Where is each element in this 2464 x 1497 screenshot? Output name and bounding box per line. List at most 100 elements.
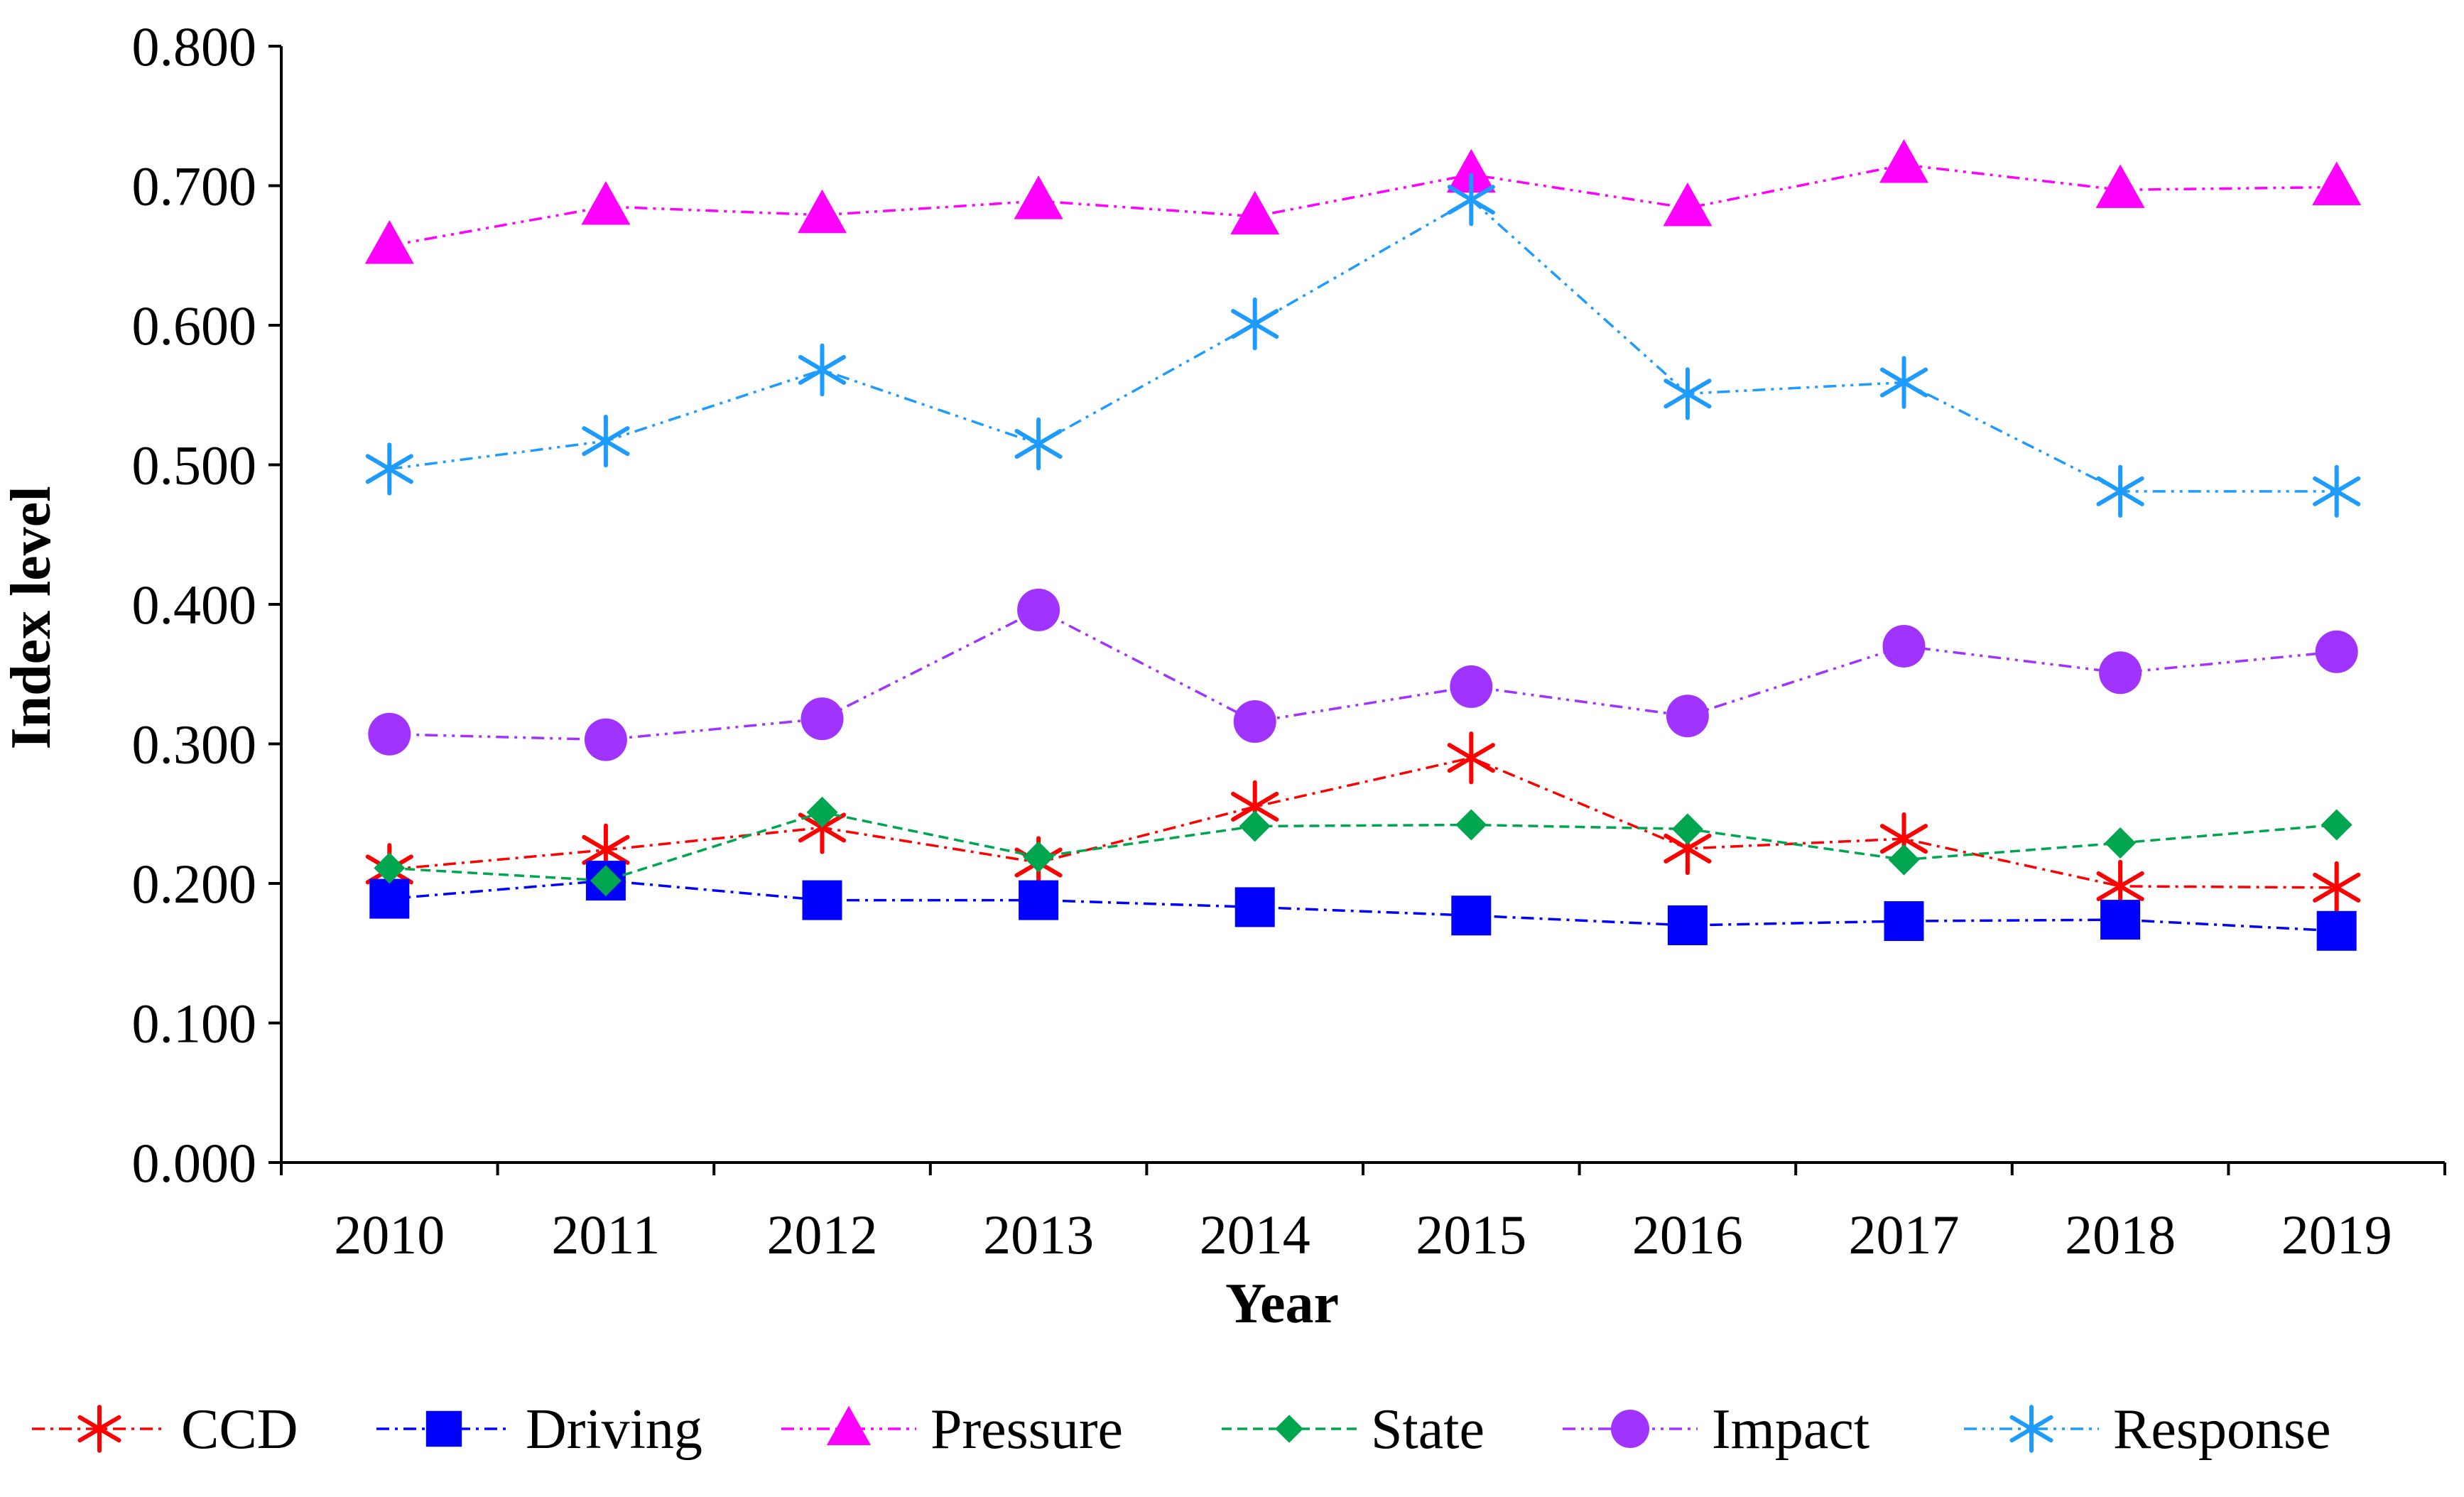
data-point-response <box>798 343 847 397</box>
series-line-response <box>389 198 2337 493</box>
data-point-response <box>1231 297 1279 351</box>
legend-item-state: State <box>1222 1398 1485 1461</box>
y-tick-label: 0.000 <box>132 1132 257 1194</box>
legend-label-ccd: CCD <box>181 1398 298 1461</box>
data-point-response <box>365 442 413 496</box>
data-point-pressure <box>1230 190 1280 235</box>
y-tick-label: 0.600 <box>132 295 257 356</box>
data-point-impact <box>368 712 411 756</box>
data-point-state <box>590 865 622 897</box>
legend-marker-state <box>1275 1415 1303 1443</box>
data-point-impact <box>2099 651 2142 695</box>
x-axis-title: Year <box>1225 1273 1339 1335</box>
data-point-state <box>1455 809 1487 841</box>
data-point-response <box>1014 417 1063 471</box>
data-point-state <box>806 796 838 828</box>
data-point-pressure <box>364 219 414 264</box>
data-point-driving <box>369 878 410 919</box>
data-point-driving <box>1019 880 1059 920</box>
data-point-state <box>2105 827 2137 859</box>
data-point-driving <box>1884 901 1924 942</box>
legend-item-response: Response <box>1964 1398 2331 1461</box>
series-line-ccd <box>389 756 2337 889</box>
y-tick-label: 0.300 <box>132 714 257 775</box>
legend-label-response: Response <box>2113 1398 2331 1461</box>
series-impact <box>368 588 2358 761</box>
x-tick-label: 2016 <box>1632 1204 1743 1265</box>
legend: CCD Driving Pressure State Impact Response <box>32 1398 2331 1461</box>
y-tick-label: 0.200 <box>132 853 257 915</box>
series-response <box>365 173 2361 518</box>
x-tick-label: 2015 <box>1416 1204 1526 1265</box>
data-point-response <box>1447 173 1495 227</box>
series-line-pressure <box>389 163 2337 247</box>
legend-marker-driving <box>425 1410 462 1447</box>
legend-item-ccd: CCD <box>32 1398 298 1461</box>
data-point-driving <box>2100 900 2141 940</box>
legend-marker-ccd <box>77 1405 121 1453</box>
data-point-pressure <box>1879 139 1928 183</box>
y-tick-label: 0.100 <box>132 993 257 1055</box>
data-point-driving <box>1667 905 1708 945</box>
data-point-response <box>1664 367 1712 420</box>
data-point-impact <box>2315 630 2358 673</box>
legend-marker-impact <box>1611 1410 1649 1448</box>
data-point-state <box>374 852 406 884</box>
legend-item-impact: Impact <box>1563 1398 1869 1461</box>
x-tick-label: 2018 <box>2065 1204 2176 1265</box>
data-point-impact <box>1666 695 1709 738</box>
data-point-response <box>1879 356 1928 409</box>
x-tick-label: 2013 <box>983 1204 1094 1265</box>
legend-marker-response <box>2009 1405 2053 1453</box>
data-point-state <box>1671 813 1703 845</box>
data-point-impact <box>584 718 627 761</box>
x-tick-label: 2014 <box>1200 1204 1310 1265</box>
x-tick-label: 2019 <box>2281 1204 2392 1265</box>
data-point-pressure <box>1446 148 1496 193</box>
axes: 0.000 0.100 0.200 0.300 0.400 0.500 0.600 0.700… <box>132 16 2446 1265</box>
y-tick-label: 0.700 <box>132 156 257 217</box>
y-axis-title: Index level <box>0 486 63 749</box>
data-point-state <box>1888 844 1920 876</box>
data-point-pressure <box>2312 161 2362 205</box>
data-point-impact <box>1882 624 1926 668</box>
data-point-state <box>1023 841 1055 873</box>
legend-marker-pressure <box>826 1405 872 1445</box>
series-line-state <box>389 810 2337 882</box>
data-point-ccd <box>1447 731 1495 785</box>
y-tick-label: 0.400 <box>132 574 257 636</box>
x-tick-label: 2017 <box>1849 1204 1960 1265</box>
data-point-impact <box>1017 588 1060 631</box>
legend-label-impact: Impact <box>1712 1398 1869 1461</box>
data-point-driving <box>2316 910 2357 951</box>
data-point-impact <box>800 697 844 741</box>
series-line-driving <box>389 879 2337 932</box>
series-line-impact <box>389 608 2337 741</box>
data-point-pressure <box>2095 164 2145 208</box>
data-point-state <box>1239 810 1271 842</box>
data-point-pressure <box>1014 175 1063 219</box>
data-point-response <box>582 414 630 468</box>
y-tick-label: 0.800 <box>132 16 257 77</box>
x-tick-label: 2011 <box>551 1204 660 1265</box>
data-point-pressure <box>798 189 847 234</box>
data-point-response <box>2096 464 2144 518</box>
legend-item-driving: Driving <box>376 1398 702 1461</box>
data-point-state <box>2321 809 2352 841</box>
legend-label-state: State <box>1371 1398 1485 1461</box>
data-point-driving <box>1234 887 1275 927</box>
data-point-driving <box>1451 896 1492 936</box>
data-point-pressure <box>1663 182 1713 227</box>
data-point-ccd <box>2313 861 2361 915</box>
legend-label-pressure: Pressure <box>930 1398 1123 1461</box>
x-tick-label: 2010 <box>334 1204 445 1265</box>
data-point-driving <box>802 880 842 920</box>
legend-item-pressure: Pressure <box>781 1398 1123 1461</box>
series-pressure <box>364 139 2362 264</box>
data-point-impact <box>1233 700 1276 744</box>
data-point-impact <box>1450 665 1493 708</box>
y-tick-label: 0.500 <box>132 435 257 496</box>
legend-label-driving: Driving <box>526 1398 702 1461</box>
